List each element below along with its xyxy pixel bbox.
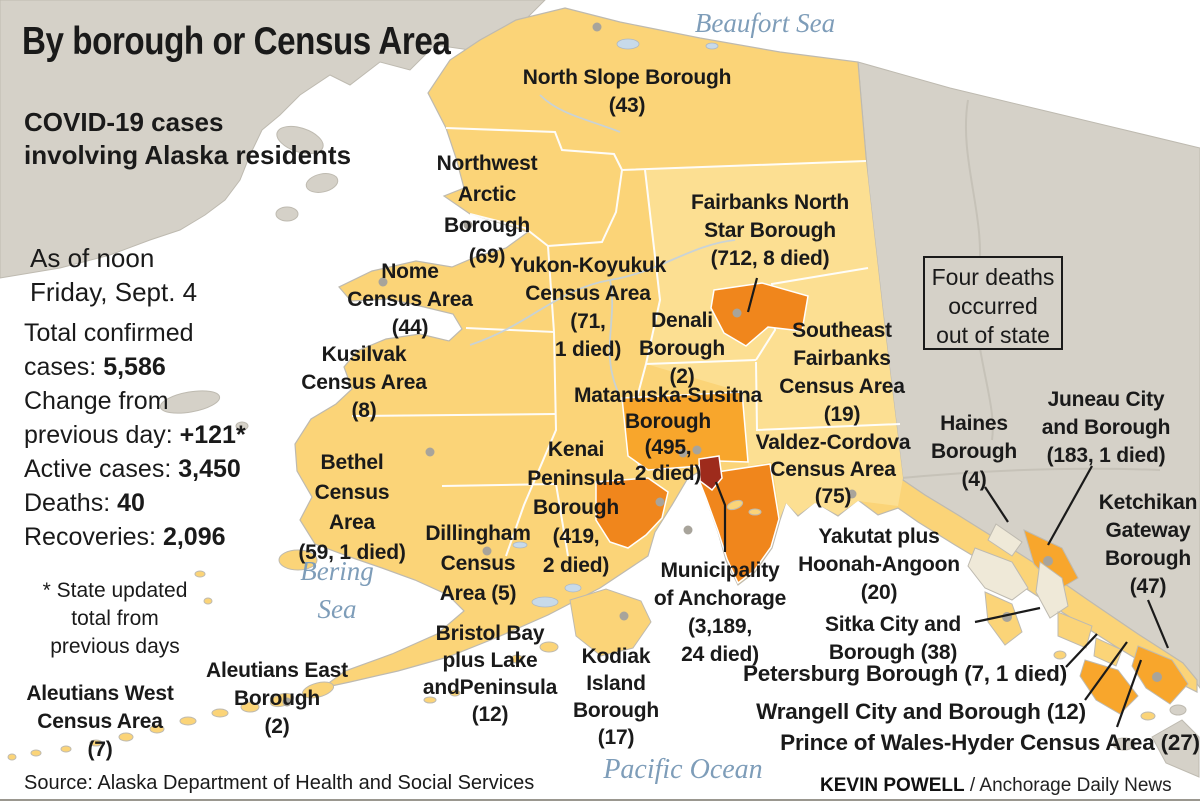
stats-footnote: * State updated total from previous days — [42, 579, 188, 658]
label-denali: Denali Borough (2) — [638, 309, 726, 388]
stats-panel: Total confirmed cases: 5,586 Change from… — [24, 316, 269, 554]
label-yukon-koyukuk: Yukon-Koyukuk Census Area (71, 1 died) — [509, 254, 667, 361]
russia-landmass — [0, 0, 546, 431]
stat-label: Recoveries: — [24, 523, 163, 551]
stat-value: 40 — [117, 489, 145, 517]
label-kenai-peninsula: Kenai Peninsula Borough (419, 2 died) — [527, 438, 625, 577]
label-petersburg: Petersburg Borough (7, 1 died) — [742, 661, 1068, 686]
alaska-landmass — [294, 7, 1198, 693]
label-aleutians-west: Aleutians West Census Area (7) — [26, 682, 174, 761]
credit-author: KEVIN POWELL — [820, 775, 965, 796]
leader-sitka — [974, 606, 1041, 624]
stat-label: Deaths: — [24, 489, 118, 517]
label-haines: Haines Borough (4) — [930, 412, 1018, 491]
highlighted-boroughs — [595, 282, 809, 585]
label-fairbanks-north-star: Fairbanks North Star Borough (712, 8 die… — [690, 191, 850, 270]
leader-haines — [984, 486, 1009, 523]
label-northwest-arctic: Northwest Arctic Borough (69) — [436, 152, 538, 268]
kodiak-island-shape — [569, 588, 652, 657]
label-nome: Nome Census Area (44) — [347, 260, 473, 339]
bottom-rule — [0, 799, 1200, 801]
stat-value: 2,096 — [162, 523, 226, 551]
lakes — [512, 38, 719, 608]
label-southeast-fairbanks: Southeast Fairbanks Census Area (19) — [779, 319, 905, 426]
label-yakutat-hoonah-angoon: Yakutat plus Hoonah-Angoon (20) — [798, 525, 960, 604]
region-kenai-west — [595, 477, 669, 549]
leader-prince-of-wales — [1115, 659, 1143, 728]
as-of-date: As of noon Friday, Sept. 4 — [30, 243, 198, 307]
stat-active: Active cases: 3,450 — [24, 452, 269, 486]
label-kusilvak: Kusilvak Census Area (8) — [301, 343, 427, 422]
label-prince-of-wales-hyder: Prince of Wales-Hyder Census Area (27) — [780, 730, 1200, 755]
page-title: By borough or Census Area — [22, 20, 451, 63]
city-dots — [282, 22, 1162, 707]
leader-petersburg — [1065, 633, 1098, 668]
label-valdez-cordova: Valdez-Cordova Census Area (75) — [755, 431, 911, 508]
credit-publication: / Anchorage Daily News — [964, 775, 1172, 796]
bering-sea-label: Bering Sea — [300, 556, 374, 624]
pacific-ocean-label: Pacific Ocean — [603, 754, 763, 785]
stat-label: Change from previous day: — [24, 387, 173, 449]
stat-label: Total confirmed cases: — [24, 319, 194, 381]
label-bethel: Bethel Census Area (59, 1 died) — [298, 451, 406, 564]
region-kenai-peninsula — [695, 463, 780, 585]
label-wrangell: Wrangell City and Borough (12) — [756, 699, 1086, 724]
label-juneau: Juneau City and Borough (183, 1 died) — [1041, 388, 1171, 467]
out-of-state-note: Four deaths occurred out of state — [923, 256, 1063, 350]
region-pale-east — [645, 161, 903, 518]
leader-juneau — [1047, 465, 1093, 546]
bc-islands — [1112, 704, 1200, 778]
label-ketchikan-gateway: Ketchikan Gateway Borough (47) — [1098, 491, 1198, 598]
label-kodiak-island: Kodiak Island Borough (17) — [572, 645, 660, 749]
island-chains — [7, 499, 762, 761]
leader-wrangell — [1084, 641, 1128, 701]
label-matanuska-susitna: Matanuska-Susitna Borough (495, 2 died) — [574, 384, 762, 485]
stat-total-confirmed: Total confirmed cases: 5,586 — [24, 316, 269, 384]
stat-recoveries: Recoveries: 2,096 — [24, 520, 269, 554]
label-sitka: Sitka City and Borough (38) — [824, 613, 962, 664]
stat-value: 3,450 — [178, 455, 241, 483]
label-north-slope: North Slope Borough (43) — [522, 66, 732, 117]
label-bristol-bay-lake-peninsula: Bristol Bay plus Lake andPeninsula (12) — [422, 622, 558, 726]
source-line: Source: Alaska Department of Health and … — [24, 772, 535, 794]
label-dillingham: Dillingham Census Area (5) — [425, 522, 531, 605]
page-subtitle: COVID-19 cases involving Alaska resident… — [24, 107, 352, 170]
stat-deaths: Deaths: 40 — [24, 486, 269, 520]
stat-label: Active cases: — [24, 455, 179, 483]
leader-anchorage — [714, 481, 727, 552]
leader-lines — [714, 277, 1170, 728]
rivers — [469, 94, 736, 393]
stat-value: +121* — [179, 421, 246, 449]
leader-fairbanks — [746, 277, 759, 313]
beaufort-sea-label: Beaufort Sea — [694, 8, 836, 38]
stat-value: 5,586 — [103, 353, 166, 381]
label-aleutians-east: Aleutians East Borough (2) — [206, 659, 348, 738]
region-fairbanks-north-star — [710, 282, 809, 347]
credit-line: KEVIN POWELL / Anchorage Daily News — [820, 775, 1172, 797]
label-anchorage: Municipality of Anchorage (3,189, 24 die… — [653, 559, 787, 666]
leader-ketchikan — [1146, 599, 1170, 649]
stat-change: Change from previous day: +121* — [24, 384, 269, 452]
